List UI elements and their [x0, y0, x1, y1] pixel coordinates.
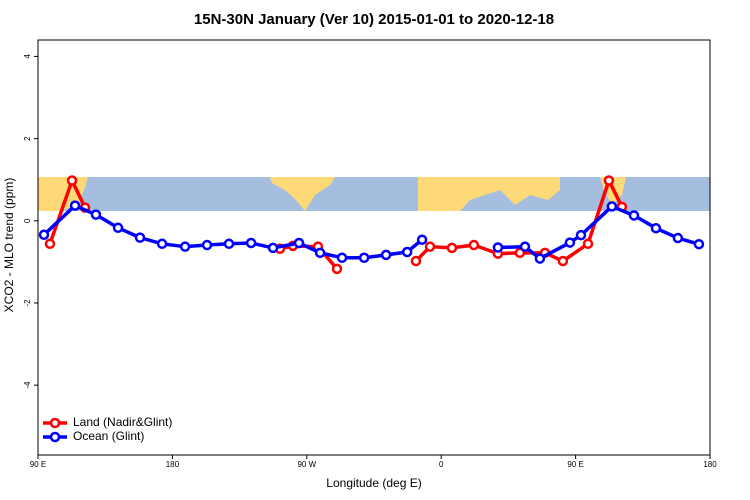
point [628, 210, 640, 221]
point [693, 238, 705, 250]
point [650, 222, 662, 234]
point [201, 239, 213, 251]
point [564, 237, 576, 248]
point [575, 229, 587, 241]
point [44, 238, 56, 250]
x-tick-label: 180 [166, 460, 180, 469]
point [468, 239, 480, 251]
y-tick-label: 0 [23, 218, 32, 223]
point [90, 209, 102, 220]
point [245, 237, 257, 249]
point [380, 249, 392, 261]
y-tick-label: -2 [23, 299, 32, 307]
x-tick-label: 0 [439, 460, 444, 469]
point [606, 201, 618, 212]
map-band [38, 177, 710, 211]
point [519, 241, 531, 252]
point [557, 255, 569, 267]
y-tick-label: 4 [23, 54, 32, 59]
y-tick-label: 2 [23, 136, 32, 141]
point [134, 232, 146, 243]
point [38, 229, 50, 241]
point [293, 237, 305, 249]
point [416, 234, 428, 245]
point [410, 255, 422, 267]
y-tick-label: -4 [23, 381, 32, 389]
point [156, 238, 168, 250]
point [223, 238, 235, 250]
legend-marker [49, 431, 61, 443]
point [582, 238, 594, 250]
x-tick-label: 180 [703, 460, 717, 469]
point [358, 252, 370, 264]
chart-title: 15N-30N January (Ver 10) 2015-01-01 to 2… [194, 11, 554, 28]
point [534, 253, 546, 264]
x-axis-label: Longitude (deg E) [326, 476, 421, 490]
x-tick-label: 90 E [567, 460, 583, 469]
x-tick-label: 90 W [297, 460, 316, 469]
point [424, 241, 436, 252]
point [446, 242, 458, 254]
legend-label: Land (Nadir&Glint) [73, 415, 172, 429]
point [492, 242, 504, 253]
plot-frame [37, 39, 711, 456]
point [179, 241, 191, 252]
point [267, 242, 279, 254]
point [112, 222, 124, 234]
point [603, 175, 615, 186]
point [331, 263, 343, 275]
legend-label: Ocean (Glint) [73, 429, 144, 443]
point [336, 252, 348, 264]
point [69, 200, 81, 211]
series-line [42, 203, 700, 261]
point [401, 246, 413, 258]
x-tick-label: 90 E [30, 460, 46, 469]
y-axis-label: XCO2 - MLO trend (ppm) [2, 178, 16, 313]
point [672, 232, 684, 244]
point [314, 247, 326, 259]
legend-marker [49, 417, 61, 429]
point [66, 175, 78, 186]
